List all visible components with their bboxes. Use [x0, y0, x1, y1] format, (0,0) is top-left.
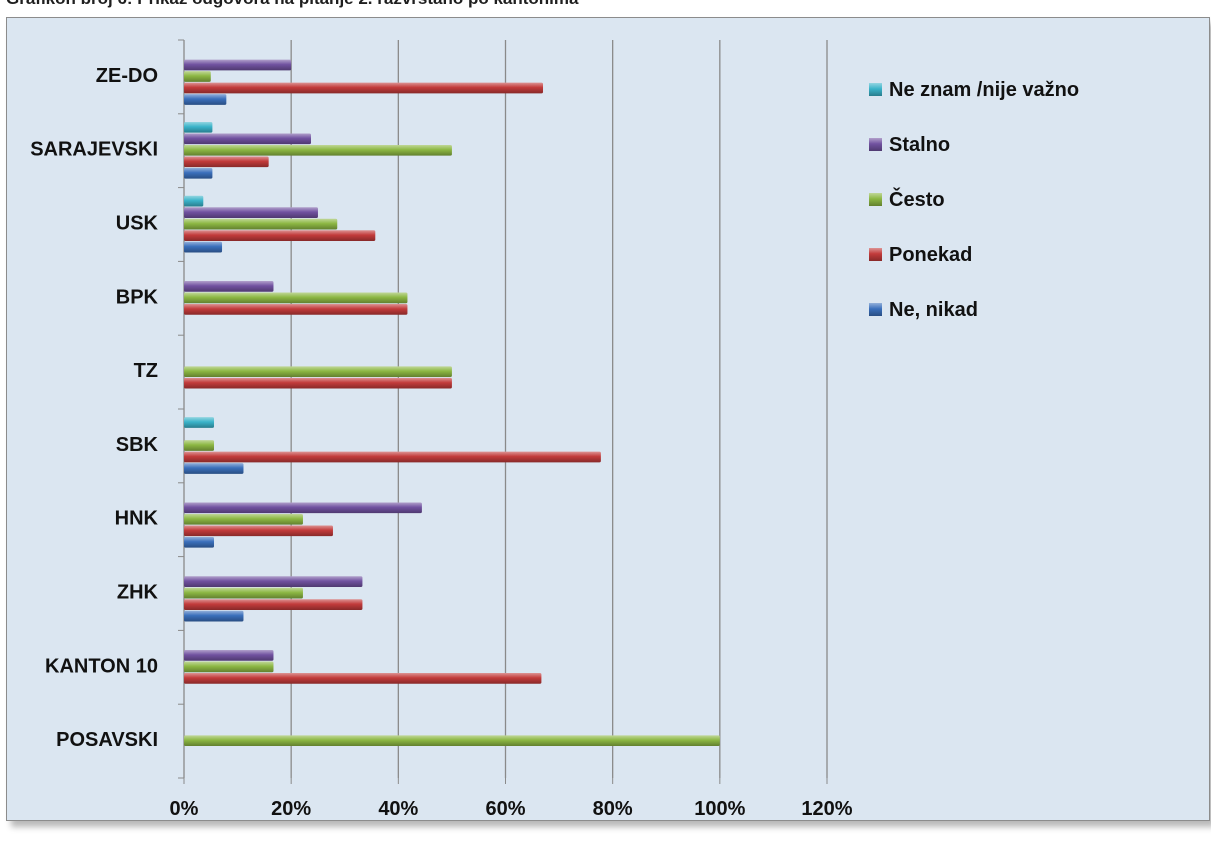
x-tick-label: 40% — [378, 798, 418, 820]
bar — [184, 94, 227, 105]
bar — [184, 281, 274, 292]
category-label: HNK — [115, 508, 159, 530]
bar — [184, 661, 274, 673]
legend-label: Često — [889, 187, 945, 211]
x-tick-label: 80% — [593, 798, 633, 820]
bar — [184, 292, 408, 304]
bar — [184, 144, 452, 156]
category-label: ZHK — [117, 582, 159, 604]
bar — [184, 735, 720, 747]
legend-swatch — [869, 83, 882, 96]
bar — [184, 502, 422, 514]
bar — [184, 576, 363, 587]
category-label: ZE-DO — [96, 65, 158, 87]
bar — [184, 218, 338, 230]
bar — [184, 525, 333, 537]
bar — [184, 82, 544, 94]
legend-label: Stalno — [889, 134, 950, 156]
category-label: SBK — [116, 434, 159, 456]
bar — [184, 587, 303, 599]
bar — [184, 121, 213, 133]
bar — [184, 156, 269, 168]
bar — [184, 610, 244, 622]
legend-swatch — [869, 303, 882, 316]
bar — [184, 133, 311, 145]
legend-swatch — [869, 193, 882, 206]
x-tick-label: 120% — [801, 798, 852, 820]
bar — [184, 536, 215, 548]
legend-label: Ne, nikad — [889, 299, 978, 321]
bar — [184, 366, 452, 378]
category-label: POSAVSKI — [56, 729, 158, 751]
legend-swatch — [869, 248, 882, 261]
chart-caption: Grafikon broj 6: Prikaz odgovora na pita… — [6, 0, 578, 9]
bar — [184, 650, 274, 661]
bar — [184, 440, 215, 451]
chart-area: 0% 20% 40% 60% 80% 100% 120% POSAVSKI KANTON 10 Z… — [6, 17, 1210, 821]
bar — [184, 513, 303, 525]
bar — [184, 673, 542, 684]
bar — [184, 417, 215, 428]
category-label: SARAJEVSKI — [30, 139, 158, 161]
legend-label: Ne znam /nije važno — [889, 79, 1079, 101]
bar — [184, 71, 211, 82]
bar — [184, 167, 213, 179]
x-tick-label: 100% — [694, 798, 745, 820]
category-label: BPK — [116, 286, 159, 308]
category-label: TZ — [134, 360, 158, 382]
bar — [184, 59, 292, 71]
bar-chart: 0% 20% 40% 60% 80% 100% 120% POSAVSKI KANTON 10 Z… — [30, 39, 1079, 820]
bar — [184, 451, 601, 463]
bar — [184, 207, 318, 218]
legend-label: Ponekad — [889, 244, 972, 266]
bar — [184, 241, 223, 253]
bar — [184, 304, 408, 315]
bar — [184, 599, 363, 610]
category-label: KANTON 10 — [45, 655, 158, 677]
x-tick-label: 0% — [170, 798, 199, 820]
x-tick-label: 60% — [485, 798, 525, 820]
bar — [184, 463, 244, 474]
legend-swatch — [869, 138, 882, 151]
bar — [184, 195, 204, 207]
bar — [184, 230, 376, 241]
bar — [184, 377, 452, 389]
x-tick-label: 20% — [271, 798, 311, 820]
category-label: USK — [116, 213, 159, 235]
